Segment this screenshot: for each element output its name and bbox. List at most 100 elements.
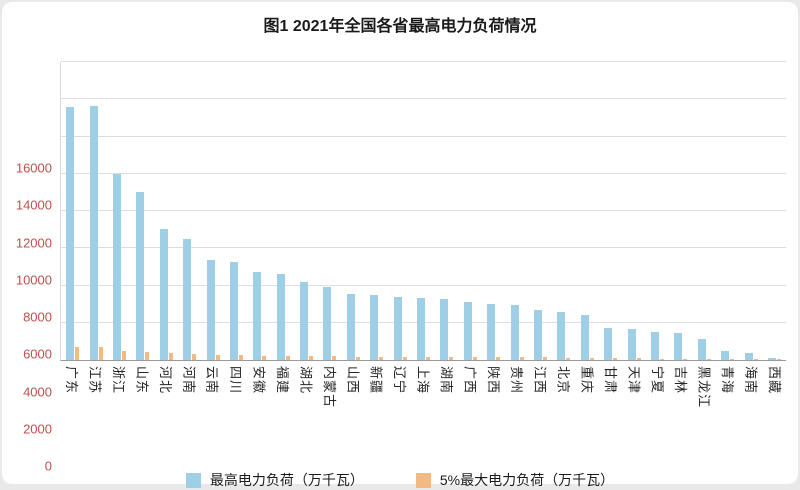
y-tick-label: 6000	[23, 346, 52, 362]
gridline	[61, 247, 786, 249]
x-tick-label: 上海	[415, 366, 431, 395]
bars-container	[61, 62, 786, 360]
bar-primary	[674, 333, 683, 360]
x-tick-label: 山西	[345, 366, 361, 395]
bar-secondary	[706, 359, 711, 360]
bar-group	[342, 62, 365, 360]
bar-primary	[417, 298, 426, 360]
x-tick-label: 湖南	[438, 366, 454, 395]
bar-group	[272, 62, 295, 360]
bar-group	[412, 62, 435, 360]
bar-primary	[557, 312, 566, 360]
bar-secondary	[613, 358, 618, 360]
chart-title: 图1 2021年全国各省最高电力负荷情况	[263, 18, 537, 35]
gridline	[61, 61, 786, 62]
y-tick-label: 8000	[23, 309, 52, 325]
bar-group	[693, 62, 716, 360]
x-tick-label: 辽宁	[392, 366, 408, 395]
bar-secondary	[589, 358, 594, 360]
bar-secondary	[262, 356, 267, 360]
bar-secondary	[238, 355, 243, 360]
bar-group	[435, 62, 458, 360]
bar-group	[318, 62, 341, 360]
bar-primary	[767, 358, 776, 360]
gridline	[61, 135, 786, 137]
bar-secondary	[285, 356, 290, 360]
bar-secondary	[659, 359, 664, 360]
bar-primary	[89, 106, 98, 360]
gridline	[61, 284, 786, 286]
y-tick-label: 14000	[15, 197, 52, 213]
plot-column: 广东 江苏 浙江 山东 河北 河南 云南 四川 安徽 福建 湖北 内蒙古 山西 新疆 辽宁 上海 湖南 广西 陕西贵…	[60, 61, 786, 466]
x-tick-label: 吉林	[673, 366, 689, 395]
gridline	[61, 172, 786, 174]
x-tick-label: 海南	[743, 366, 759, 395]
bar-group	[295, 62, 318, 360]
bar-primary	[136, 192, 145, 360]
bar-group	[622, 62, 645, 360]
bar-secondary	[449, 357, 454, 360]
bar-secondary	[332, 356, 337, 360]
x-tick-label: 宁夏	[649, 366, 665, 395]
x-tick-label: 西藏	[766, 366, 782, 395]
bar-primary	[276, 274, 285, 360]
legend-label-5pct-load: 5%最大电力负荷（万千瓦）	[439, 472, 615, 488]
bar-primary	[534, 310, 542, 360]
bar-secondary	[145, 352, 150, 360]
bar-primary	[323, 287, 332, 360]
bar-group	[529, 62, 552, 360]
bar-primary	[721, 351, 730, 360]
x-tick-label: 北京	[556, 366, 572, 395]
bar-group	[552, 62, 575, 360]
legend-label-max-load: 最高电力负荷（万千瓦）	[209, 472, 364, 488]
bar-secondary	[98, 347, 103, 360]
bar-secondary	[566, 358, 571, 360]
bar-primary	[370, 295, 379, 360]
bar-primary	[66, 107, 75, 360]
y-tick-label: 12000	[15, 235, 52, 250]
bar-group	[108, 62, 131, 360]
bar-primary	[206, 260, 215, 360]
bar-primary	[510, 305, 519, 360]
legend-swatch-5pct-load	[415, 472, 431, 488]
bar-group	[201, 62, 224, 360]
x-tick-label: 云南	[204, 366, 220, 395]
bar-group	[505, 62, 528, 360]
legend-swatch-max-load	[185, 472, 201, 488]
bar-chart: 0 2000 4000 6000 8000 10000 12000 14000 16000 广东…	[2, 61, 798, 473]
bar-group	[388, 62, 411, 360]
bar-secondary	[75, 347, 80, 360]
x-tick-label: 重庆	[579, 366, 595, 395]
x-tick-label: 广西	[462, 366, 478, 395]
bar-group	[459, 62, 482, 360]
x-tick-label: 青海	[720, 366, 736, 395]
bar-secondary	[496, 357, 501, 360]
bar-primary	[627, 329, 636, 360]
bar-primary	[346, 294, 355, 360]
y-tick-label: 0	[44, 458, 52, 474]
y-tick-label: 10000	[15, 272, 52, 288]
bar-group	[669, 62, 692, 360]
bar-group	[763, 62, 786, 360]
bar-secondary	[636, 358, 641, 360]
x-tick-label: 广东	[64, 366, 80, 395]
bar-secondary	[192, 354, 197, 360]
bar-primary	[487, 304, 496, 360]
x-tick-label: 贵州	[509, 366, 525, 395]
bar-secondary	[402, 357, 407, 360]
x-tick-label: 浙江	[111, 366, 127, 395]
x-tick-label: 四川	[228, 366, 244, 395]
legend-item-max-load: 最高电力负荷（万千瓦）	[185, 470, 364, 490]
x-tick-label: 山东	[134, 366, 150, 395]
x-axis-labels: 广东 江苏 浙江 山东 河北 河南 云南 四川 安徽 福建 湖北 内蒙古 山西 新疆 辽宁 上海 湖南 广西 陕西贵…	[60, 361, 786, 466]
bar-primary	[580, 315, 589, 360]
bar-secondary	[519, 357, 524, 360]
bar-secondary	[472, 357, 477, 360]
bar-group	[646, 62, 669, 360]
bar-group	[84, 62, 107, 360]
bar-primary	[604, 328, 613, 360]
bar-group	[248, 62, 271, 360]
bar-primary	[159, 229, 168, 360]
x-tick-label: 天津	[626, 366, 642, 395]
